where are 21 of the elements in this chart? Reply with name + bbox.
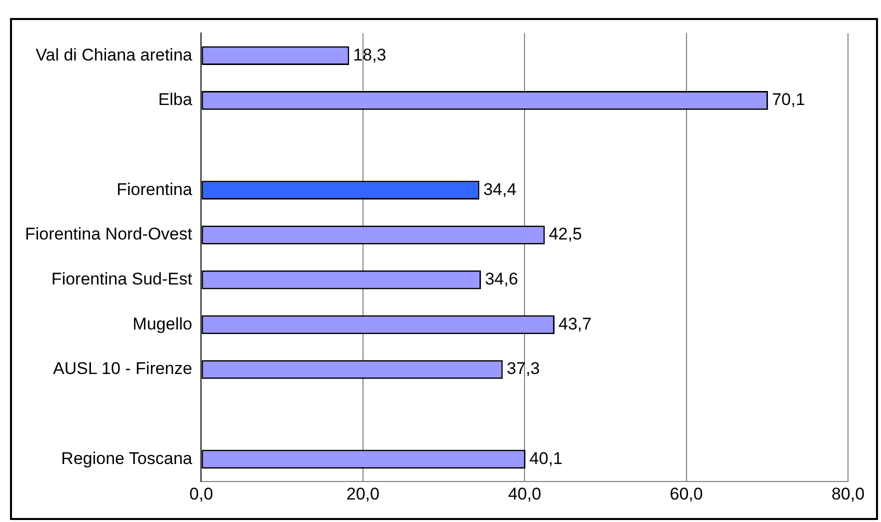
data-label: 34,6 xyxy=(484,270,518,289)
data-label: 70,1 xyxy=(772,90,806,110)
x-tick-label: 20,0 xyxy=(346,484,380,504)
x-tick-label: 80,0 xyxy=(831,484,865,504)
y-tick-label: Fiorentina Sud-Est xyxy=(51,270,192,289)
y-tick-label: Elba xyxy=(158,90,193,110)
y-tick-label: Fiorentina Nord-Ovest xyxy=(24,224,192,244)
y-tick-label: Mugello xyxy=(132,314,192,334)
y-tick-label: AUSL 10 - Firenze xyxy=(53,359,192,378)
data-label: 42,5 xyxy=(548,224,582,244)
data-label: 18,3 xyxy=(353,45,386,64)
x-tick-label: 0,0 xyxy=(189,484,214,504)
x-tick-label: 60,0 xyxy=(670,484,703,504)
y-tick-label: Fiorentina xyxy=(116,180,193,199)
x-tick-label: 40,0 xyxy=(508,484,542,504)
data-label: 37,3 xyxy=(506,359,540,378)
data-label: 34,4 xyxy=(483,180,516,199)
y-tick-label: Val di Chiana aretina xyxy=(36,45,193,64)
y-tick-label: Regione Toscana xyxy=(61,448,193,468)
data-label: 43,7 xyxy=(558,314,592,334)
data-label: 40,1 xyxy=(529,448,563,468)
